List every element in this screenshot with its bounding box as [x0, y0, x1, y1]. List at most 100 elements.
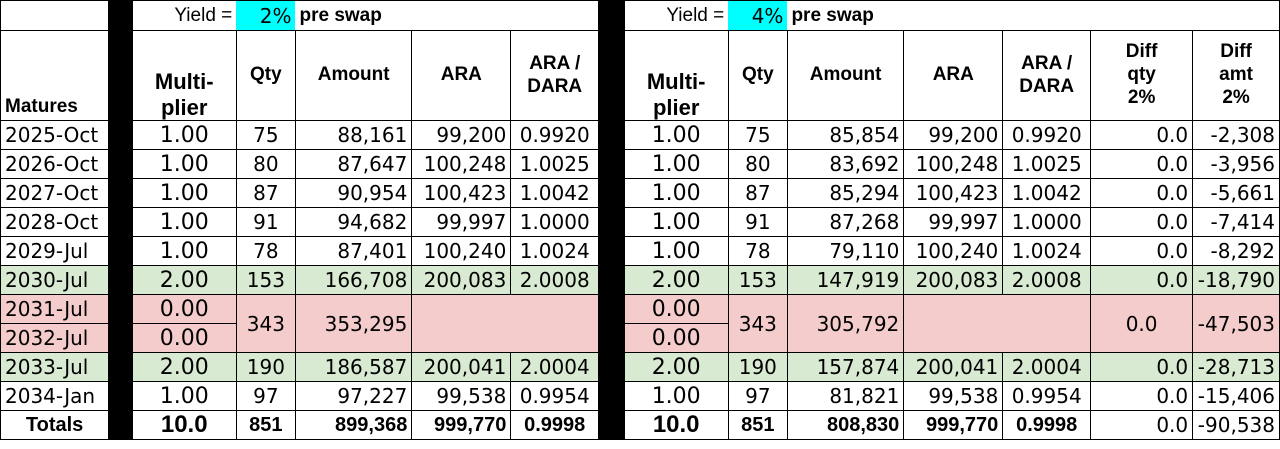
diff-amt-cell[interactable]: -2,308: [1192, 120, 1280, 150]
diff-qty-cell[interactable]: 0.0: [1090, 207, 1194, 237]
cell[interactable]: [1002, 0, 1091, 31]
multiplier-cell[interactable]: 1.00: [623, 236, 729, 266]
ara-cell[interactable]: 200,083: [903, 265, 1004, 295]
merged-empty-cell[interactable]: [903, 294, 1092, 353]
yield-value-right[interactable]: 4%: [728, 0, 788, 31]
qty-cell[interactable]: 97: [235, 381, 296, 411]
amount-cell[interactable]: 83,692: [786, 149, 905, 179]
multiplier-cell[interactable]: 1.00: [623, 120, 729, 150]
multiplier-cell[interactable]: 1.00: [131, 381, 237, 411]
qty-cell[interactable]: 75: [235, 120, 296, 150]
ara-dara-total[interactable]: 0.9998: [510, 410, 600, 440]
qty-total[interactable]: 851: [235, 410, 296, 440]
amount-cell[interactable]: 88,161: [294, 120, 413, 150]
diff-qty-cell[interactable]: 0.0: [1090, 352, 1194, 382]
multiplier-cell[interactable]: 1.00: [623, 149, 729, 179]
amount-cell[interactable]: 305,792: [786, 294, 905, 353]
amount-total[interactable]: 808,830: [786, 410, 905, 440]
multiplier-cell[interactable]: 0.00: [623, 294, 729, 324]
ara-dara-cell[interactable]: 0.9920: [510, 120, 600, 150]
ara-dara-cell[interactable]: 0.9954: [1002, 381, 1092, 411]
ara-cell[interactable]: 100,248: [411, 149, 512, 179]
multiplier-cell[interactable]: 1.00: [131, 120, 237, 150]
diff-amt-cell[interactable]: -7,414: [1192, 207, 1280, 237]
multiplier-cell[interactable]: 1.00: [131, 207, 237, 237]
matures-cell[interactable]: 2030-Jul: [0, 265, 110, 295]
ara-dara-cell[interactable]: 1.0025: [510, 149, 600, 179]
diff-qty-cell[interactable]: 0.0: [1090, 265, 1194, 295]
amount-cell[interactable]: 81,821: [786, 381, 905, 411]
amount-cell[interactable]: 147,919: [786, 265, 905, 295]
ara-cell[interactable]: 200,041: [903, 352, 1004, 382]
amount-cell[interactable]: 85,854: [786, 120, 905, 150]
diff-amt-cell[interactable]: -47,503: [1192, 294, 1280, 353]
amount-cell[interactable]: 186,587: [294, 352, 413, 382]
ara-dara-cell[interactable]: 2.0004: [1002, 352, 1092, 382]
diff-amt-cell[interactable]: -5,661: [1192, 178, 1280, 208]
qty-cell[interactable]: 78: [235, 236, 296, 266]
diff-amt-total[interactable]: -90,538: [1192, 410, 1280, 440]
diff-amt-cell[interactable]: -15,406: [1192, 381, 1280, 411]
ara-dara-total[interactable]: 0.9998: [1002, 410, 1092, 440]
qty-cell[interactable]: 91: [235, 207, 296, 237]
qty-cell[interactable]: 78: [727, 236, 788, 266]
cell[interactable]: [510, 0, 600, 31]
cell[interactable]: [1192, 0, 1280, 31]
qty-cell[interactable]: 153: [727, 265, 788, 295]
diff-amt-cell[interactable]: -18,790: [1192, 265, 1280, 295]
diff-qty-cell[interactable]: 0.0: [1090, 294, 1194, 353]
amount-cell[interactable]: 87,647: [294, 149, 413, 179]
ara-dara-cell[interactable]: 1.0025: [1002, 149, 1092, 179]
qty-cell[interactable]: 190: [727, 352, 788, 382]
diff-qty-total[interactable]: 0.0: [1090, 410, 1194, 440]
amount-cell[interactable]: 94,682: [294, 207, 413, 237]
ara-dara-cell[interactable]: 2.0008: [510, 265, 600, 295]
multiplier-cell[interactable]: 2.00: [623, 265, 729, 295]
ara-dara-cell[interactable]: 1.0042: [510, 178, 600, 208]
matures-cell[interactable]: 2033-Jul: [0, 352, 110, 382]
multiplier-cell[interactable]: 0.00: [131, 323, 237, 353]
ara-cell[interactable]: 100,423: [903, 178, 1004, 208]
qty-cell[interactable]: 87: [727, 178, 788, 208]
multiplier-cell[interactable]: 1.00: [623, 207, 729, 237]
cell[interactable]: [1090, 0, 1193, 31]
multiplier-total[interactable]: 10.0: [623, 410, 729, 440]
qty-cell[interactable]: 343: [235, 294, 296, 353]
ara-cell[interactable]: 100,248: [903, 149, 1004, 179]
matures-cell[interactable]: 2032-Jul: [0, 323, 110, 353]
ara-dara-cell[interactable]: 0.9920: [1002, 120, 1092, 150]
diff-qty-cell[interactable]: 0.0: [1090, 381, 1194, 411]
ara-cell[interactable]: 99,200: [903, 120, 1004, 150]
qty-total[interactable]: 851: [727, 410, 788, 440]
multiplier-cell[interactable]: 1.00: [131, 178, 237, 208]
qty-cell[interactable]: 80: [727, 149, 788, 179]
amount-cell[interactable]: 79,110: [786, 236, 905, 266]
ara-cell[interactable]: 100,240: [411, 236, 512, 266]
amount-cell[interactable]: 97,227: [294, 381, 413, 411]
qty-cell[interactable]: 80: [235, 149, 296, 179]
amount-cell[interactable]: 87,268: [786, 207, 905, 237]
amount-cell[interactable]: 85,294: [786, 178, 905, 208]
multiplier-cell[interactable]: 2.00: [623, 352, 729, 382]
ara-dara-cell[interactable]: 1.0024: [1002, 236, 1092, 266]
multiplier-cell[interactable]: 2.00: [131, 265, 237, 295]
multiplier-total[interactable]: 10.0: [131, 410, 237, 440]
ara-cell[interactable]: 200,041: [411, 352, 512, 382]
ara-dara-cell[interactable]: 2.0008: [1002, 265, 1092, 295]
ara-dara-cell[interactable]: 2.0004: [510, 352, 600, 382]
amount-cell[interactable]: 90,954: [294, 178, 413, 208]
amount-cell[interactable]: 353,295: [294, 294, 413, 353]
cell[interactable]: [411, 0, 511, 31]
qty-cell[interactable]: 153: [235, 265, 296, 295]
matures-cell[interactable]: 2026-Oct: [0, 149, 110, 179]
totals-label[interactable]: Totals: [0, 410, 110, 440]
ara-dara-cell[interactable]: 1.0024: [510, 236, 600, 266]
qty-cell[interactable]: 75: [727, 120, 788, 150]
matures-cell[interactable]: 2034-Jan: [0, 381, 110, 411]
ara-cell[interactable]: 200,083: [411, 265, 512, 295]
diff-qty-cell[interactable]: 0.0: [1090, 178, 1194, 208]
ara-dara-cell[interactable]: 0.9954: [510, 381, 600, 411]
matures-cell[interactable]: 2029-Jul: [0, 236, 110, 266]
multiplier-cell[interactable]: 0.00: [623, 323, 729, 353]
ara-cell[interactable]: 100,423: [411, 178, 512, 208]
